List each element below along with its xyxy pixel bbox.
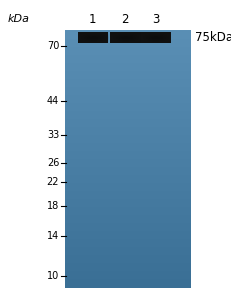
Text: 18: 18 [47,201,59,211]
Text: 44: 44 [47,96,59,106]
Text: 26: 26 [47,158,59,168]
Text: 14: 14 [47,231,59,241]
Bar [77,32,107,43]
Text: kDa: kDa [8,14,29,25]
Text: 75kDa: 75kDa [194,31,231,44]
Text: 1: 1 [89,13,96,26]
Text: 2: 2 [121,13,128,26]
Text: 70: 70 [47,41,59,51]
Text: 22: 22 [46,178,59,188]
Text: 10: 10 [47,271,59,281]
Text: 3: 3 [151,13,158,26]
Bar [110,32,140,43]
Text: 33: 33 [47,130,59,140]
Bar [140,32,170,43]
